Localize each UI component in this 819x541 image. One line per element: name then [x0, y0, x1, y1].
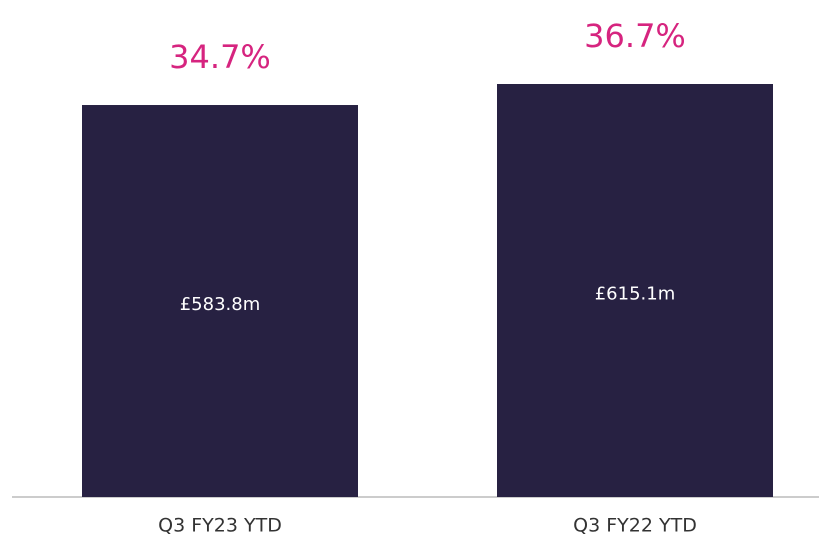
value-label: £615.1m: [595, 284, 676, 305]
x-tick-label: Q3 FY22 YTD: [573, 515, 697, 537]
bar: [82, 105, 358, 497]
annotation: 34.7%: [169, 38, 271, 76]
annotation: 36.7%: [584, 17, 686, 55]
value-label: £583.8m: [180, 294, 261, 315]
x-tick-label: Q3 FY23 YTD: [158, 515, 282, 537]
bar: [497, 84, 773, 497]
